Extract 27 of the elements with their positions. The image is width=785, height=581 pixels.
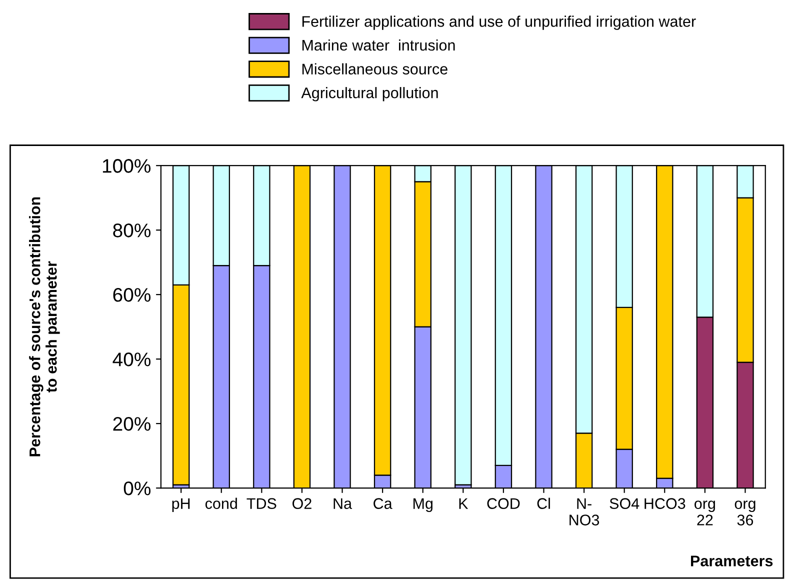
legend-label: Agricultural pollution	[301, 87, 438, 102]
x-tick-label: SO4	[610, 498, 640, 509]
y-tick-label: 100%	[102, 159, 151, 173]
legend-label: Fertilizer applications and use of unpurified irrigation water	[302, 16, 696, 30]
x-tick-label: cond	[205, 498, 237, 509]
x-tick-label: K	[459, 498, 468, 509]
y-tick-label: 80%	[113, 224, 151, 238]
x-tick-label: COD	[487, 498, 520, 509]
legend-label: Miscellaneous source	[302, 63, 448, 74]
x-tick-label: O2	[292, 498, 312, 509]
y-axis-title: Percentage of source's contribution to each parameter	[29, 197, 60, 456]
x-tick-label: Na	[334, 498, 352, 509]
x-tick-label: Mg	[413, 498, 432, 512]
y-tick-label: 40%	[112, 352, 151, 366]
x-axis-title: Parameters	[691, 556, 773, 566]
x-tick-label: N- NO3	[570, 498, 600, 526]
x-tick-label: TDS	[246, 498, 276, 509]
legend-label: Marine water intrusion	[302, 39, 455, 51]
x-tick-label: org 36	[734, 500, 756, 526]
y-tick-label: 20%	[113, 417, 151, 431]
x-tick-label: Cl	[537, 498, 550, 509]
x-tick-label: org 22	[694, 500, 715, 526]
x-tick-label: Ca	[374, 498, 392, 509]
y-tick-label: 0%	[124, 482, 151, 496]
x-tick-label: HCO3	[644, 498, 686, 509]
x-tick-label: pH	[172, 498, 190, 512]
y-tick-label: 60%	[113, 288, 151, 302]
